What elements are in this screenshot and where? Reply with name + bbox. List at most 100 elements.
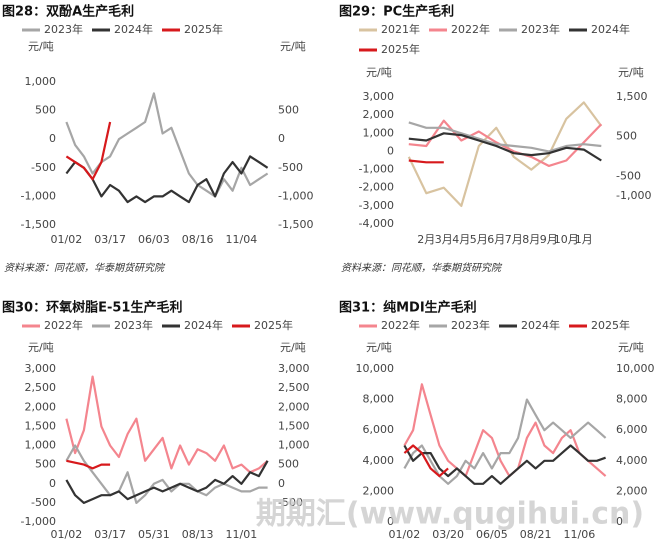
y2-tick-label: -1,500 bbox=[278, 218, 313, 231]
chart-title: 图30：环氧树脂E-51生产毛利 bbox=[2, 300, 182, 316]
series-line bbox=[65, 121, 112, 181]
legend-label: 2022年 bbox=[381, 318, 420, 332]
legend-label: 2025年 bbox=[591, 318, 630, 332]
y-tick-label: 3,000 bbox=[25, 362, 57, 375]
y-tick-label: 10,000 bbox=[356, 362, 395, 375]
chart-title: 图29：PC生产毛利 bbox=[339, 4, 454, 20]
legend-label: 2023年 bbox=[521, 22, 560, 36]
y2-tick-label: 2,500 bbox=[278, 381, 310, 394]
y-axis-unit: 元/吨 bbox=[28, 341, 54, 354]
y2-tick-label: 500 bbox=[278, 104, 299, 117]
x-tick-label: 01/02 bbox=[389, 528, 421, 541]
y-tick-label: 2,500 bbox=[25, 381, 57, 394]
series-line bbox=[65, 444, 268, 504]
x-tick-label: 10月 bbox=[554, 233, 579, 246]
y2-tick-label: -500 bbox=[278, 161, 303, 174]
y-tick-label: 6,000 bbox=[363, 423, 395, 436]
series-line bbox=[65, 460, 269, 504]
legend-label: 2024年 bbox=[114, 22, 153, 36]
legend-label: 2022年 bbox=[451, 22, 490, 36]
x-tick-label: 7月 bbox=[505, 233, 523, 246]
x-tick-label: 01/02 bbox=[51, 233, 83, 246]
series-line bbox=[65, 92, 269, 198]
series-line bbox=[65, 375, 269, 474]
source-note: 资料来源：同花顺，华泰期货研究院 bbox=[4, 262, 166, 274]
x-tick-label: 06/05 bbox=[476, 528, 508, 541]
y-tick-label: -1,000 bbox=[21, 189, 56, 202]
y-tick-label: 1,000 bbox=[25, 439, 57, 452]
y-tick-label: -500 bbox=[31, 496, 56, 509]
x-tick-label: 6月 bbox=[487, 233, 505, 246]
y-tick-label: 4,000 bbox=[363, 454, 395, 467]
y2-tick-label: 500 bbox=[278, 458, 299, 471]
x-tick-label: 01/02 bbox=[51, 528, 83, 541]
source-note: 资料来源：同花顺，华泰期货研究院 bbox=[341, 262, 503, 274]
y-tick-label: -1,500 bbox=[21, 218, 56, 231]
x-tick-label: 1月 bbox=[575, 233, 593, 246]
y2-axis-unit: 元/吨 bbox=[280, 341, 306, 354]
y-tick-label: 0 bbox=[387, 144, 394, 157]
x-tick-label: 03/17 bbox=[94, 233, 126, 246]
y-tick-label: 1,500 bbox=[25, 419, 57, 432]
y-tick-label: 2,000 bbox=[363, 108, 395, 121]
x-tick-label: 03/20 bbox=[432, 528, 464, 541]
legend-label: 2024年 bbox=[521, 318, 560, 332]
y-tick-label: 2,000 bbox=[363, 484, 395, 497]
series-line bbox=[408, 119, 603, 167]
y-tick-label: 0 bbox=[387, 515, 394, 528]
series-line bbox=[408, 132, 602, 162]
y2-tick-label: 6,000 bbox=[616, 423, 648, 436]
series-line bbox=[407, 101, 603, 207]
y2-tick-label: 8,000 bbox=[616, 393, 648, 406]
y2-axis-unit: 元/吨 bbox=[618, 66, 644, 79]
x-tick-label: 03/17 bbox=[94, 528, 126, 541]
legend-label: 2023年 bbox=[114, 318, 153, 332]
y-tick-label: -1,000 bbox=[359, 163, 394, 176]
series-line bbox=[66, 459, 111, 470]
y-tick-label: -2,000 bbox=[359, 181, 394, 194]
y-tick-label: -4,000 bbox=[359, 217, 394, 230]
y-tick-label: 3,000 bbox=[363, 90, 395, 103]
y2-tick-label: 0 bbox=[616, 515, 623, 528]
y-tick-label: 8,000 bbox=[363, 393, 395, 406]
y-tick-label: -500 bbox=[31, 161, 56, 174]
series-line bbox=[403, 383, 607, 478]
x-tick-label: 11/06 bbox=[564, 528, 596, 541]
y2-axis-unit: 元/吨 bbox=[280, 40, 306, 53]
watermark: 期期汇(www.qugihui.cn) bbox=[256, 497, 644, 532]
x-tick-label: 11/01 bbox=[226, 528, 258, 541]
legend-label: 2021年 bbox=[381, 22, 420, 36]
y2-tick-label: 1,500 bbox=[278, 419, 310, 432]
y2-tick-label: -1,000 bbox=[278, 189, 313, 202]
y-tick-label: 0 bbox=[49, 477, 56, 490]
x-tick-label: 08/16 bbox=[182, 233, 214, 246]
x-tick-label: 06/03 bbox=[138, 233, 170, 246]
series-line bbox=[408, 159, 444, 164]
y-axis-unit: 元/吨 bbox=[28, 40, 54, 53]
y2-tick-label: 1,500 bbox=[616, 90, 648, 103]
legend-label: 2022年 bbox=[44, 318, 83, 332]
y2-axis-unit: 元/吨 bbox=[618, 341, 644, 354]
y2-tick-label: 500 bbox=[616, 130, 637, 143]
y-tick-label: 1,000 bbox=[363, 126, 395, 139]
y2-tick-label: 0 bbox=[278, 477, 285, 490]
x-tick-label: 5月 bbox=[470, 233, 488, 246]
x-tick-label: 9月 bbox=[540, 233, 558, 246]
x-tick-label: 08/21 bbox=[520, 528, 552, 541]
y2-tick-label: 10,000 bbox=[616, 362, 655, 375]
chart-title: 图28：双酚A生产毛利 bbox=[2, 4, 134, 20]
y2-tick-label: 2,000 bbox=[278, 400, 310, 413]
y2-tick-label: 0 bbox=[278, 132, 285, 145]
x-tick-label: 2月 bbox=[417, 233, 435, 246]
legend-label: 2023年 bbox=[451, 318, 490, 332]
y2-tick-label: -1,000 bbox=[616, 189, 651, 202]
legend-label: 2025年 bbox=[381, 42, 420, 56]
x-tick-label: 05/31 bbox=[138, 528, 170, 541]
y-axis-unit: 元/吨 bbox=[366, 66, 392, 79]
x-tick-label: 4月 bbox=[452, 233, 470, 246]
y2-tick-label: 4,000 bbox=[616, 454, 648, 467]
y-tick-label: -1,000 bbox=[21, 515, 56, 528]
legend-label: 2025年 bbox=[184, 22, 223, 36]
series-line bbox=[65, 155, 269, 204]
